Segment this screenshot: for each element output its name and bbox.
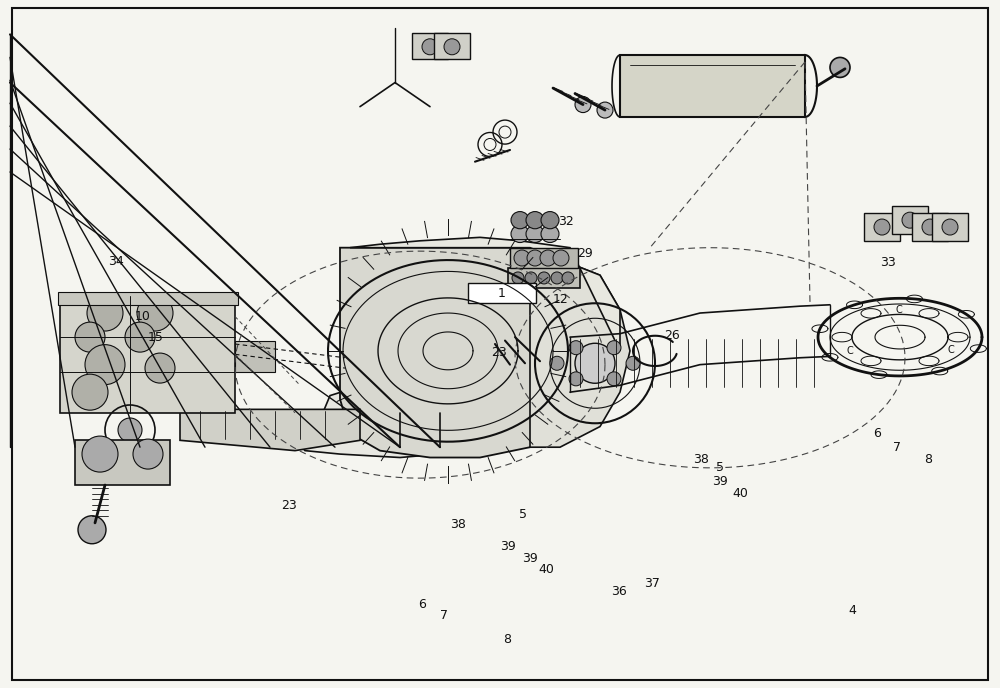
Circle shape [569, 341, 583, 355]
Circle shape [569, 372, 583, 386]
Bar [434, 33, 470, 59]
Text: 5: 5 [519, 508, 527, 521]
Text: C: C [847, 346, 854, 356]
Circle shape [125, 322, 155, 352]
Ellipse shape [526, 226, 544, 243]
Polygon shape [620, 55, 805, 117]
Text: 8: 8 [924, 453, 932, 466]
Text: 23: 23 [491, 346, 507, 358]
Circle shape [78, 516, 106, 544]
Text: 15: 15 [148, 331, 164, 343]
Circle shape [562, 272, 574, 284]
Text: 6: 6 [418, 598, 426, 610]
Text: 7: 7 [440, 610, 448, 622]
Text: 26: 26 [664, 329, 680, 341]
Text: 12: 12 [553, 293, 569, 305]
Text: 39: 39 [500, 541, 516, 553]
Circle shape [607, 341, 621, 355]
Circle shape [75, 322, 105, 352]
Text: C: C [948, 345, 954, 355]
Text: 40: 40 [732, 488, 748, 500]
Text: 29: 29 [577, 247, 593, 259]
Text: 32: 32 [558, 215, 574, 228]
Bar [912, 213, 948, 241]
Text: C: C [896, 305, 903, 314]
Circle shape [575, 343, 615, 383]
Circle shape [538, 272, 550, 284]
Polygon shape [530, 248, 630, 447]
Circle shape [597, 102, 613, 118]
Circle shape [902, 212, 918, 228]
Circle shape [550, 356, 564, 370]
Circle shape [540, 250, 556, 266]
Circle shape [527, 250, 543, 266]
Text: 40: 40 [538, 563, 554, 576]
Polygon shape [340, 248, 570, 458]
Bar [932, 213, 968, 241]
Ellipse shape [511, 226, 529, 243]
Ellipse shape [526, 211, 544, 228]
Text: 37: 37 [644, 577, 660, 590]
Bar [75, 440, 170, 485]
Bar [508, 268, 580, 288]
Circle shape [551, 272, 563, 284]
Circle shape [133, 439, 163, 469]
Circle shape [137, 295, 173, 331]
Circle shape [575, 96, 591, 113]
Circle shape [830, 57, 850, 78]
Circle shape [514, 250, 530, 266]
Ellipse shape [511, 211, 529, 228]
Text: 5: 5 [716, 462, 724, 474]
Ellipse shape [541, 211, 559, 228]
Polygon shape [295, 365, 560, 458]
Circle shape [942, 219, 958, 235]
Bar [510, 248, 578, 268]
Bar [235, 341, 275, 372]
Text: 8: 8 [503, 634, 511, 646]
Circle shape [145, 353, 175, 383]
Bar [412, 33, 448, 59]
Bar [60, 296, 235, 413]
Text: 39: 39 [522, 552, 538, 565]
Circle shape [118, 418, 142, 442]
Circle shape [444, 39, 460, 55]
Text: 4: 4 [848, 604, 856, 616]
Bar [892, 206, 928, 234]
Text: 38: 38 [693, 453, 709, 466]
Text: 36: 36 [611, 585, 627, 598]
Polygon shape [180, 409, 360, 451]
Circle shape [553, 250, 569, 266]
Bar [468, 283, 536, 303]
Text: 33: 33 [880, 257, 896, 269]
Circle shape [82, 436, 118, 472]
Text: 39: 39 [712, 475, 728, 488]
Circle shape [422, 39, 438, 55]
Circle shape [626, 356, 640, 370]
Circle shape [87, 295, 123, 331]
Circle shape [607, 372, 621, 386]
Text: 10: 10 [135, 310, 151, 323]
Ellipse shape [541, 226, 559, 243]
Bar [58, 292, 238, 305]
Circle shape [874, 219, 890, 235]
Circle shape [922, 219, 938, 235]
Text: 6: 6 [873, 427, 881, 440]
Circle shape [525, 272, 537, 284]
Polygon shape [350, 237, 620, 351]
Circle shape [85, 345, 125, 385]
Text: 23: 23 [281, 499, 297, 512]
Circle shape [72, 374, 108, 410]
Text: 38: 38 [450, 519, 466, 531]
Text: 7: 7 [893, 441, 901, 453]
Text: 34: 34 [108, 255, 124, 268]
Bar [864, 213, 900, 241]
Circle shape [512, 272, 524, 284]
Text: 1: 1 [498, 287, 506, 299]
